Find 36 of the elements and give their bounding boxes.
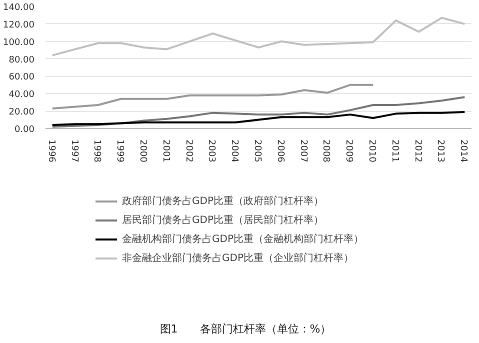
x-tick-label: 2006: [274, 140, 285, 163]
legend-label: 非金融企业部门债务占GDP比重（企业部门杠杆率）: [122, 252, 354, 265]
x-tick-label: 1999: [114, 140, 125, 163]
y-tick-label: 20.00: [8, 108, 35, 118]
x-tick-label: 2002: [183, 140, 194, 162]
line-series: [51, 110, 466, 126]
y-tick-label: 40.00: [8, 90, 35, 100]
x-tick-label: 2013: [435, 140, 446, 162]
y-tick-label: 60.00: [8, 72, 35, 83]
x-tick-label: 2011: [389, 140, 400, 162]
legend-label: 居民部门债务占GDP比重（居民部门杠杆率）: [122, 214, 324, 227]
x-tick-label: 2014: [458, 140, 468, 163]
x-tick-label: 2001: [160, 140, 170, 162]
x-tick-label: 1997: [68, 140, 79, 162]
x-tick-label: 2012: [412, 140, 422, 162]
line-series: [51, 96, 466, 128]
legend-label: 金融机构部门债务占GDP比重（金融机构部门杠杆率）: [122, 232, 364, 246]
y-tick-label: 140.00: [3, 3, 35, 13]
x-tick-label: 2008: [320, 140, 331, 163]
y-tick-label: 100.00: [3, 38, 35, 48]
x-tick-label: 1998: [92, 140, 102, 163]
line-series: [51, 84, 374, 110]
x-tick-label: 2005: [252, 140, 262, 162]
x-tick-label: 2003: [206, 140, 216, 162]
x-tick-label: 2004: [229, 140, 240, 163]
y-tick-label: 0.00: [14, 125, 35, 135]
caption: 图1 各部门杠杆率（单位：%）: [160, 322, 332, 336]
y-tick-label: 120.00: [3, 20, 35, 30]
line-series: [51, 16, 466, 56]
x-tick-label: 2000: [137, 140, 148, 163]
x-tick-label: 1996: [46, 140, 56, 163]
x-tick-label: 2009: [344, 140, 354, 163]
x-tick-label: 2010: [366, 140, 377, 163]
x-tick-label: 2007: [298, 140, 308, 162]
legend-label: 政府部门债务占GDP比重（政府部门杠杆率）: [122, 194, 324, 208]
y-tick-label: 80.00: [8, 55, 35, 66]
